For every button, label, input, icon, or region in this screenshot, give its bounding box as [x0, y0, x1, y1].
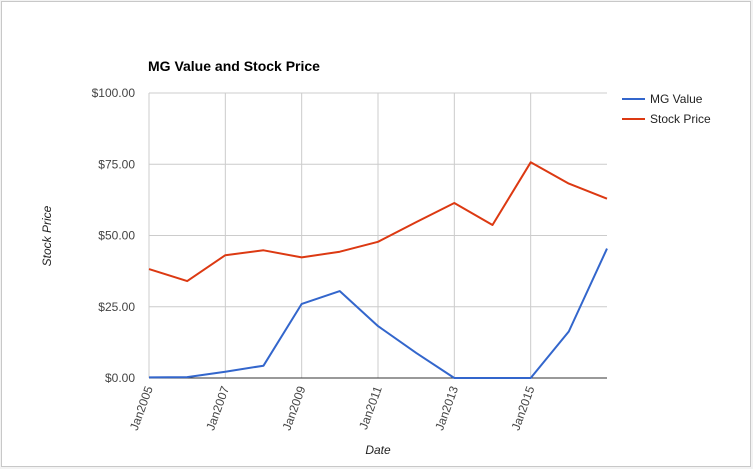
legend: MG Value Stock Price [622, 92, 711, 126]
series-line-stock-price [148, 161, 608, 283]
x-tick-label: Jan2011 [356, 384, 385, 432]
y-axis-ticks: $0.00 $25.00 $50.00 $75.00 $100.00 [92, 86, 136, 385]
y-tick-label: $25.00 [98, 300, 135, 314]
x-axis-ticks: Jan2005 Jan2007 Jan2009 Jan2011 Jan2013 Jan20… [127, 384, 538, 432]
x-tick-label: Jan2013 [432, 384, 461, 432]
y-tick-label: $0.00 [105, 371, 135, 385]
x-tick-label: Jan2005 [127, 384, 156, 432]
x-axis-label: Date [365, 443, 391, 457]
chart-title: MG Value and Stock Price [148, 58, 320, 74]
y-axis-label: Stock Price [40, 205, 54, 266]
y-tick-label: $75.00 [98, 157, 135, 171]
x-tick-label: Jan2007 [203, 384, 232, 432]
legend-label: Stock Price [650, 112, 711, 126]
y-tick-label: $100.00 [92, 86, 136, 100]
series-line-mg-value [148, 248, 608, 379]
x-tick-label: Jan2015 [509, 384, 538, 432]
gridlines [149, 92, 607, 378]
legend-label: MG Value [650, 92, 703, 106]
y-tick-label: $50.00 [98, 229, 135, 243]
x-tick-label: Jan2009 [280, 384, 309, 432]
series-lines [148, 161, 608, 379]
